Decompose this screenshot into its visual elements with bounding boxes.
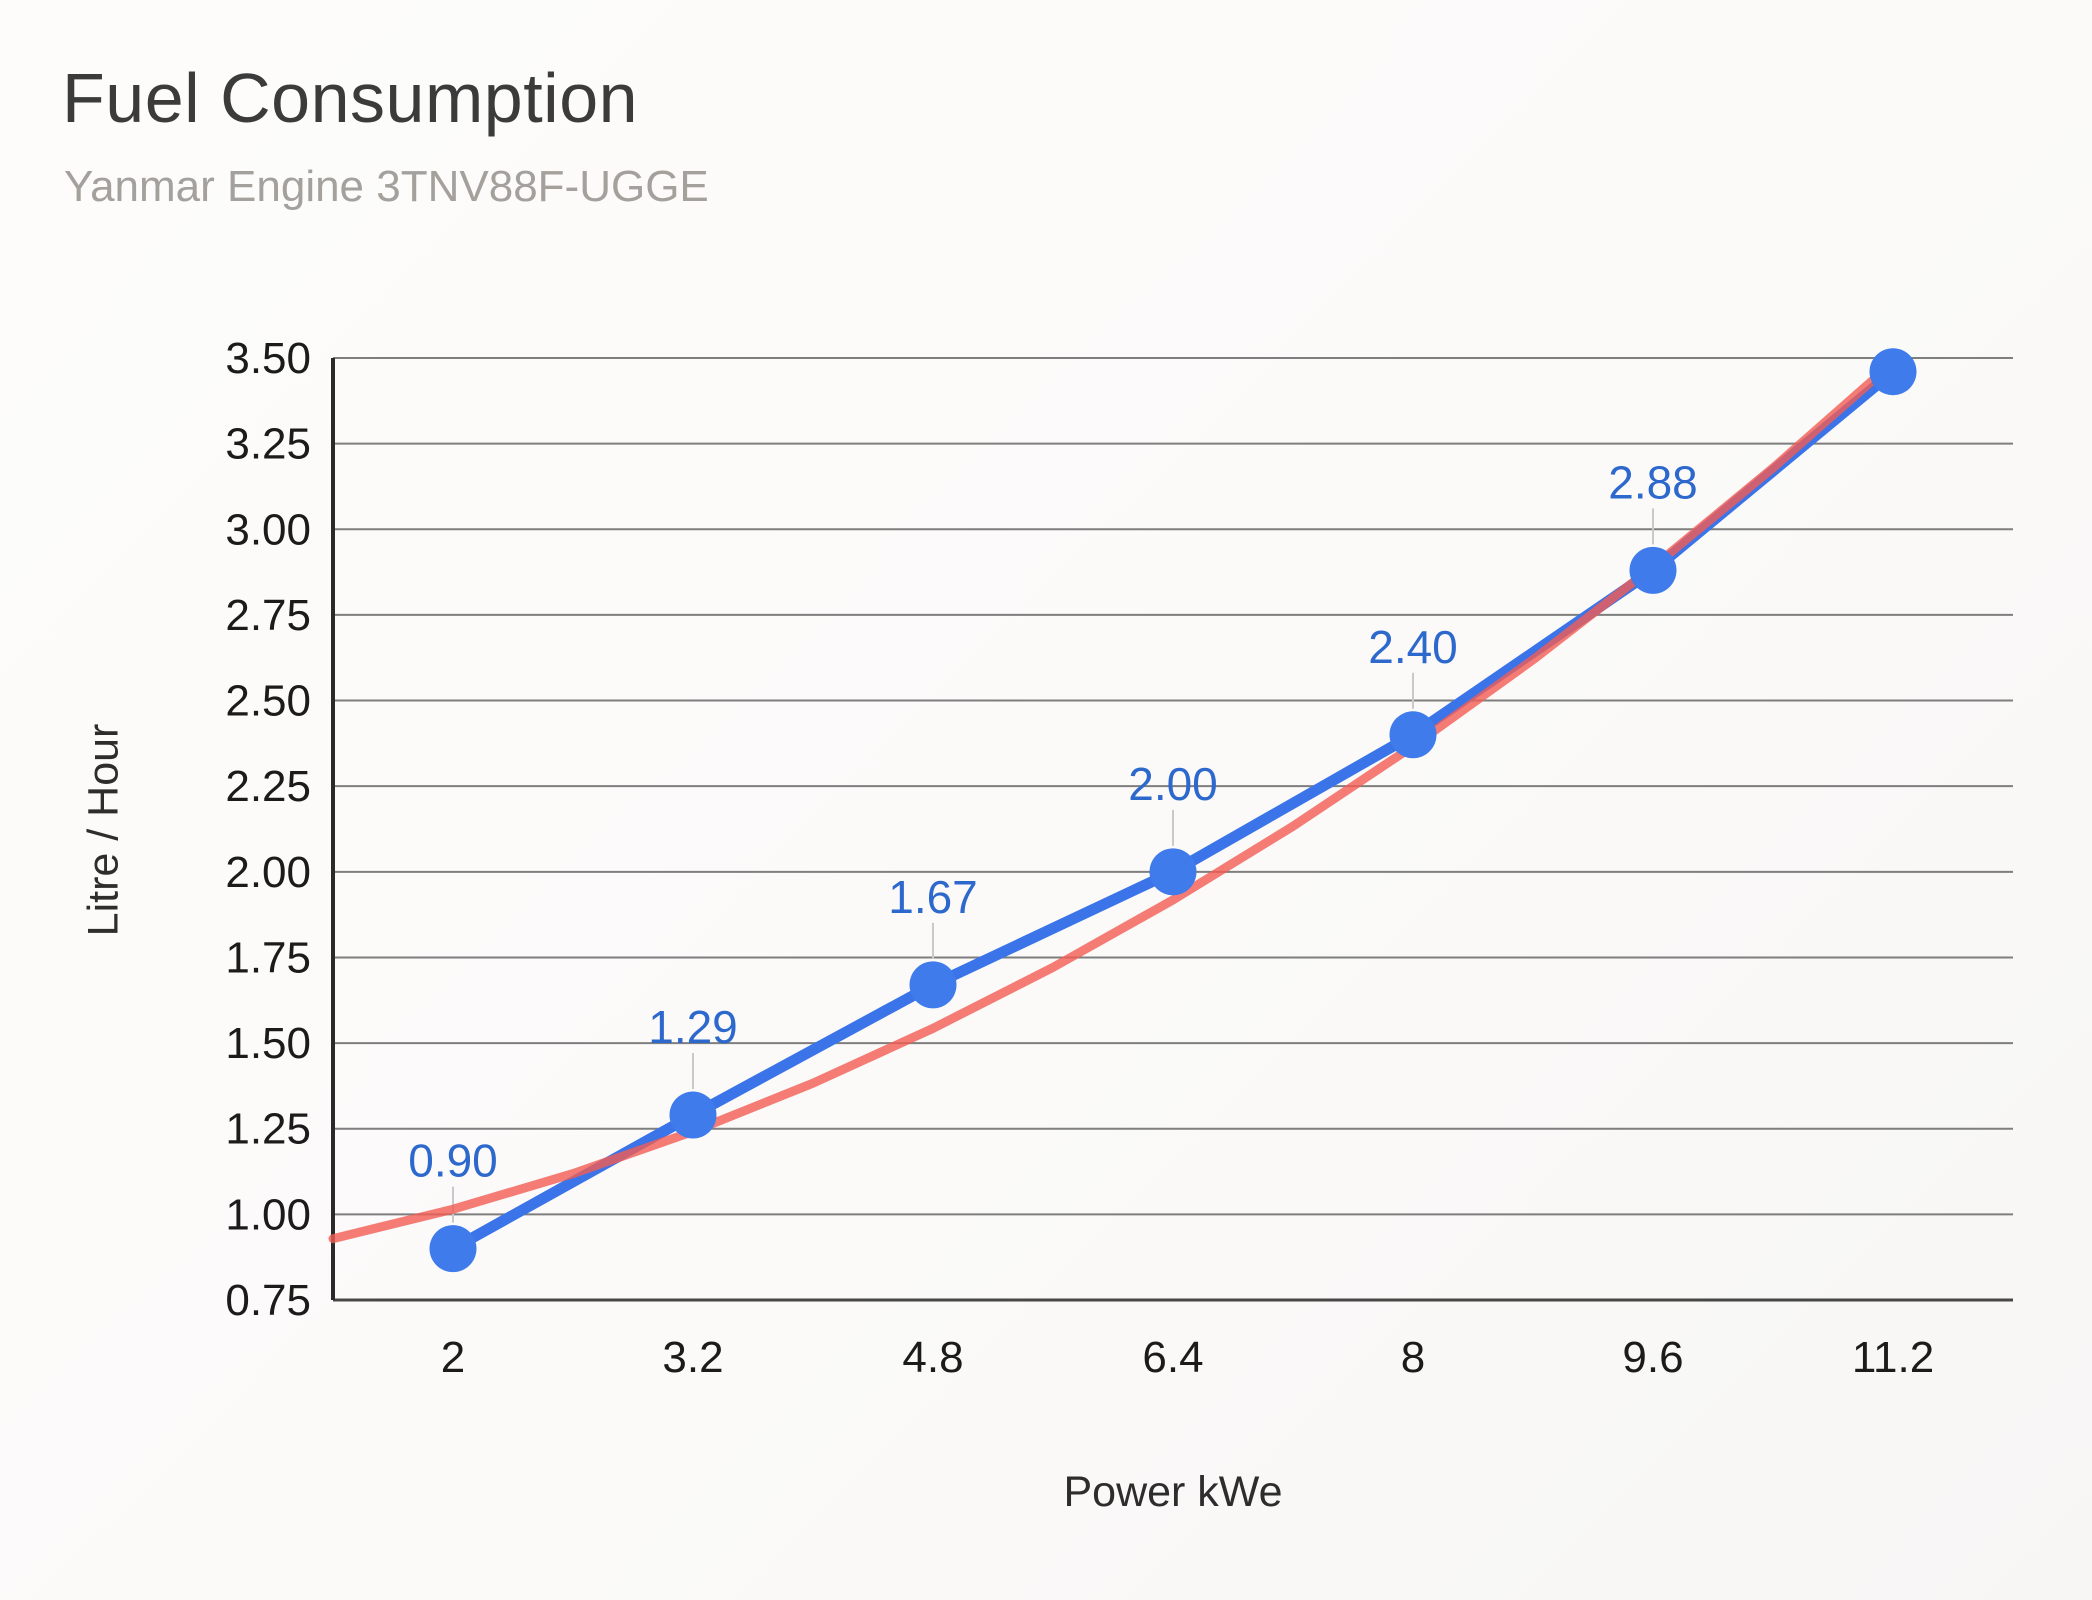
y-axis-title: Litre / Hour <box>79 723 128 937</box>
point-label: 2.88 <box>1608 456 1698 508</box>
data-point[interactable] <box>669 1091 717 1139</box>
point-label: 0.90 <box>408 1135 498 1187</box>
trendline-curve <box>328 353 1903 1244</box>
x-tick-label: 4.8 <box>902 1333 963 1382</box>
y-tick-label: 3.00 <box>225 505 311 554</box>
y-tick-label: 2.25 <box>225 762 311 811</box>
y-tick-label: 2.75 <box>225 591 311 640</box>
data-point[interactable] <box>1869 348 1917 396</box>
point-label: 2.00 <box>1128 758 1218 810</box>
y-tick-label: 1.50 <box>225 1019 311 1068</box>
x-tick-label: 9.6 <box>1622 1333 1683 1382</box>
data-point[interactable] <box>909 961 957 1009</box>
y-tick-label: 1.25 <box>225 1105 311 1154</box>
chart-title: Fuel Consumption <box>62 59 639 137</box>
y-tick-label: 1.75 <box>225 933 311 982</box>
y-tick-label: 3.50 <box>225 334 311 383</box>
data-point[interactable] <box>1629 546 1677 594</box>
data-point[interactable] <box>1149 848 1197 896</box>
y-tick-label: 1.00 <box>225 1190 311 1239</box>
y-tick-label: 2.50 <box>225 677 311 726</box>
x-tick-label: 6.4 <box>1142 1333 1203 1382</box>
point-label: 1.29 <box>648 1001 738 1053</box>
chart-subtitle: Yanmar Engine 3TNV88F-UGGE <box>64 162 709 211</box>
x-tick-label: 8 <box>1401 1333 1425 1382</box>
point-label: 1.67 <box>888 871 978 923</box>
x-axis-title: Power kWe <box>1063 1468 1283 1516</box>
x-tick-label: 2 <box>441 1333 465 1382</box>
y-tick-label: 0.75 <box>225 1276 311 1325</box>
data-point[interactable] <box>1389 711 1437 759</box>
point-label: 2.40 <box>1368 621 1458 673</box>
data-point[interactable] <box>429 1225 477 1273</box>
x-tick-label: 11.2 <box>1852 1333 1934 1382</box>
x-tick-label: 3.2 <box>662 1333 723 1382</box>
y-tick-label: 2.00 <box>225 848 311 897</box>
y-tick-label: 3.25 <box>225 420 311 469</box>
